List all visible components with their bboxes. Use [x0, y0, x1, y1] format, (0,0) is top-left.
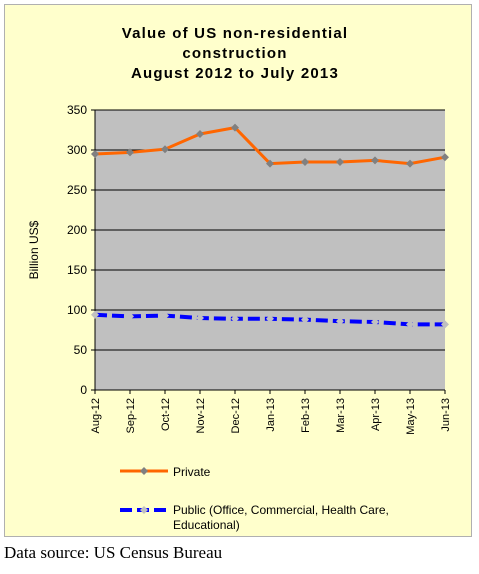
ytick-label-150: 150 [67, 263, 87, 277]
chart-title: Value of US non-residential construction… [0, 24, 470, 84]
xtick-label-Feb-13: Feb-13 [300, 398, 312, 433]
xtick-label-Oct-12: Oct-12 [160, 398, 172, 431]
series-0-point-Oct-12 [161, 145, 169, 154]
y-axis-label: Billion US$ [27, 220, 41, 279]
ytick-label-100: 100 [67, 303, 87, 317]
series-1-point-Nov-12 [196, 314, 204, 322]
series-0-point-Feb-13 [301, 158, 309, 166]
xtick-label-Mar-13: Mar-13 [335, 398, 347, 433]
xtick-label-Nov-12: Nov-12 [195, 398, 207, 433]
legend-label-private: Private [173, 465, 211, 479]
chart-title-line-2: construction [182, 45, 288, 62]
series-0-point-Dec-12 [231, 123, 239, 132]
series-0-point-Aug-12 [91, 150, 99, 158]
legend-swatch-marker-0 [140, 467, 148, 475]
xtick-label-Aug-12: Aug-12 [90, 398, 102, 433]
series-1-point-Oct-12 [161, 311, 169, 320]
series-0-point-Mar-13 [336, 158, 344, 166]
series-1-point-Aug-12 [91, 310, 99, 319]
series-1-point-Sep-12 [126, 312, 134, 321]
ytick-label-200: 200 [67, 223, 87, 237]
data-source-note: Data source: US Census Bureau [4, 543, 223, 562]
series-0-point-Nov-12 [196, 130, 204, 138]
plot-area [95, 110, 445, 390]
ytick-label-0: 0 [80, 383, 87, 397]
series-1-point-Feb-13 [301, 315, 309, 324]
series-1-point-Apr-13 [371, 318, 379, 326]
xtick-label-Dec-12: Dec-12 [230, 398, 242, 433]
ytick-label-350: 350 [67, 103, 87, 117]
xtick-label-Jan-13: Jan-13 [265, 398, 277, 432]
series-0-point-Jun-13 [441, 153, 449, 162]
xtick-label-Sep-12: Sep-12 [125, 398, 137, 433]
chart-title-line-3: August 2012 to July 2013 [130, 65, 340, 82]
series-1-point-Mar-13 [336, 317, 344, 326]
series-0-point-Apr-13 [371, 156, 379, 165]
legend-label-public: Public (Office, Commercial, Health Care,… [173, 503, 389, 532]
series-1-point-Dec-12 [231, 314, 239, 323]
series-1-point-Jan-13 [266, 314, 274, 323]
ytick-label-300: 300 [67, 143, 87, 157]
xtick-label-Jun-13: Jun-13 [440, 398, 452, 432]
series-0-point-Jan-13 [266, 159, 274, 168]
series-1-point-Jun-13 [441, 320, 449, 329]
series-1-point-May-13 [406, 320, 414, 329]
ytick-label-250: 250 [67, 183, 87, 197]
chart-title-line-1: Value of US non-residential [121, 25, 349, 42]
legend-swatch-marker-1 [140, 506, 148, 514]
line-chart: 0 50 100 150 200 250 300 350 Aug-12 Sep-12 Oct-12 N… [27, 103, 452, 514]
xtick-label-May-13: May-13 [405, 398, 417, 435]
series-0-point-May-13 [406, 159, 414, 168]
ytick-label-50: 50 [74, 343, 88, 357]
series-0-point-Sep-12 [126, 148, 134, 157]
xtick-label-Apr-13: Apr-13 [370, 398, 382, 431]
